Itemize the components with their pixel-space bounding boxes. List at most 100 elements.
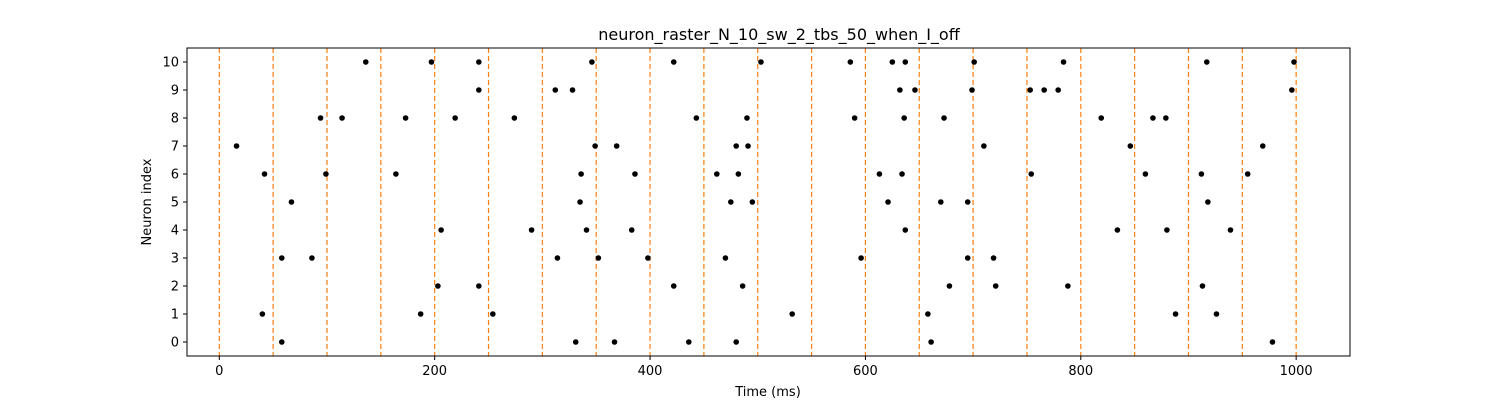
spike-point bbox=[745, 143, 751, 149]
spike-point bbox=[964, 255, 971, 261]
spike-point bbox=[693, 115, 700, 121]
spike-point bbox=[402, 115, 409, 121]
spike-point bbox=[1060, 59, 1067, 65]
spike-point bbox=[592, 143, 598, 149]
spike-point bbox=[577, 199, 583, 205]
y-tick-label: 3 bbox=[171, 252, 179, 267]
spike-point bbox=[611, 339, 618, 345]
x-tick-label: 200 bbox=[422, 364, 447, 379]
spike-point bbox=[902, 59, 909, 65]
spike-point bbox=[1289, 87, 1295, 93]
spike-point bbox=[628, 227, 635, 233]
spike-point bbox=[733, 143, 739, 149]
y-tick-label: 1 bbox=[171, 308, 179, 323]
spike-point bbox=[278, 255, 285, 261]
x-tick-label: 600 bbox=[853, 364, 878, 379]
spike-point bbox=[901, 115, 907, 121]
spike-point bbox=[686, 339, 692, 345]
spike-point bbox=[1227, 227, 1234, 233]
spike-point bbox=[632, 171, 638, 177]
vertical-marker-lines bbox=[218, 48, 1297, 356]
spike-point bbox=[964, 199, 971, 205]
x-axis-ticks: 0 200 400 600 800 1000 bbox=[215, 356, 1313, 379]
spike-point bbox=[572, 339, 579, 345]
spike-point bbox=[1065, 283, 1071, 289]
spike-point bbox=[1027, 87, 1033, 93]
spike-point bbox=[969, 87, 975, 93]
spike-point bbox=[722, 255, 729, 261]
spike-point bbox=[1244, 171, 1251, 177]
spike-point bbox=[1198, 171, 1205, 177]
spike-point bbox=[851, 115, 858, 121]
y-tick-label: 9 bbox=[171, 84, 179, 99]
spike-point bbox=[928, 339, 934, 345]
spike-point bbox=[259, 311, 266, 317]
spike-point bbox=[758, 59, 764, 65]
spike-point bbox=[876, 171, 883, 177]
plot-frame bbox=[186, 47, 1351, 357]
spike-point bbox=[476, 87, 482, 93]
spike-point bbox=[288, 199, 295, 205]
y-tick-label: 2 bbox=[171, 280, 179, 295]
spike-point bbox=[1205, 199, 1211, 205]
spike-point bbox=[992, 283, 999, 289]
spike-point bbox=[946, 283, 953, 289]
spike-point bbox=[278, 339, 285, 345]
spike-point bbox=[885, 199, 891, 205]
spike-point bbox=[735, 171, 742, 177]
spike-point bbox=[393, 171, 399, 177]
x-tick-label: 800 bbox=[1068, 364, 1093, 379]
spike-point bbox=[739, 283, 746, 289]
spike-point bbox=[1028, 171, 1035, 177]
y-tick-label: 6 bbox=[171, 168, 179, 183]
spike-point bbox=[1142, 171, 1149, 177]
spike-point bbox=[589, 59, 595, 65]
x-tick-label: 0 bbox=[215, 364, 223, 379]
spike-point bbox=[490, 311, 496, 317]
chart-title: neuron_raster_N_10_sw_2_tbs_50_when_I_of… bbox=[598, 25, 960, 45]
spike-point bbox=[233, 143, 240, 149]
y-tick-label: 7 bbox=[171, 140, 179, 155]
spike-point bbox=[897, 87, 903, 93]
spike-point bbox=[858, 255, 864, 261]
spike-point bbox=[670, 59, 677, 65]
y-tick-label: 0 bbox=[171, 336, 179, 351]
y-tick-label: 5 bbox=[171, 196, 179, 211]
spike-point bbox=[435, 283, 441, 289]
spike-point bbox=[714, 171, 720, 177]
spike-point bbox=[733, 339, 739, 345]
spike-point bbox=[912, 87, 918, 93]
x-tick-label: 1000 bbox=[1280, 364, 1313, 379]
spike-point bbox=[941, 115, 947, 121]
spike-point bbox=[476, 283, 482, 289]
spike-point bbox=[595, 255, 602, 261]
y-axis-label: Neuron index bbox=[140, 158, 155, 245]
spike-point bbox=[847, 59, 854, 65]
spike-point bbox=[789, 311, 795, 317]
spike-point bbox=[902, 227, 909, 233]
spike-point bbox=[937, 199, 944, 205]
spike-point bbox=[583, 227, 590, 233]
spike-point bbox=[1041, 87, 1047, 93]
spike-point bbox=[309, 255, 315, 261]
spike-point bbox=[578, 171, 584, 177]
spike-point bbox=[1172, 311, 1179, 317]
spike-point bbox=[554, 255, 561, 261]
spike-point bbox=[323, 171, 329, 177]
spike-point bbox=[899, 171, 905, 177]
spike-point bbox=[452, 115, 458, 121]
spike-point bbox=[569, 87, 576, 93]
x-tick-label: 400 bbox=[638, 364, 663, 379]
spike-point bbox=[645, 255, 651, 261]
x-axis-label: Time (ms) bbox=[734, 385, 801, 400]
spike-point bbox=[339, 115, 345, 121]
spike-point bbox=[1269, 339, 1276, 345]
spike-point bbox=[1259, 143, 1266, 149]
spike-point bbox=[1127, 143, 1134, 149]
spike-point bbox=[417, 311, 424, 317]
spike-point bbox=[744, 115, 750, 121]
spike-point bbox=[476, 59, 482, 65]
y-axis-ticks: 0 1 2 3 4 5 6 7 8 9 10 bbox=[162, 56, 187, 351]
spike-point bbox=[1291, 59, 1297, 65]
